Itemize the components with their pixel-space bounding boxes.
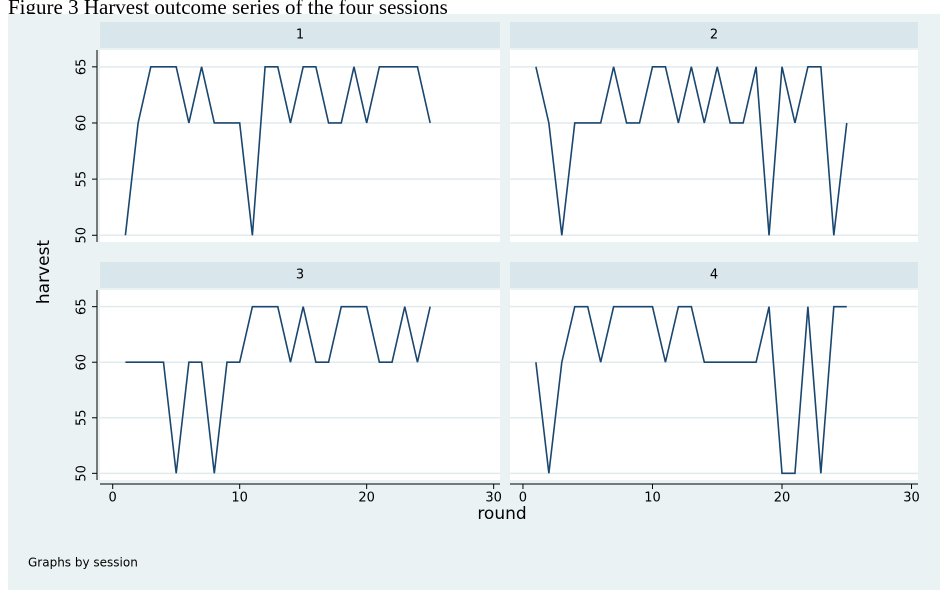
panel-header — [510, 22, 918, 48]
panel-header — [100, 262, 500, 288]
x-tick-label: 0 — [519, 491, 527, 506]
x-tick-label: 30 — [485, 491, 502, 506]
x-tick-label: 20 — [358, 491, 375, 506]
panel-header — [510, 262, 918, 288]
y-tick-label: 60 — [75, 115, 90, 132]
series-line — [535, 66, 848, 236]
y-tick-label: 55 — [75, 410, 90, 427]
series-line — [124, 66, 431, 236]
x-axis-label: round — [477, 504, 526, 524]
panel-title: 1 — [296, 28, 304, 43]
plot-area — [510, 290, 918, 480]
panel-title: 4 — [710, 268, 718, 283]
y-tick-label: 65 — [75, 59, 90, 76]
x-tick-label: 30 — [903, 491, 920, 506]
panel-header — [100, 22, 500, 48]
y-tick-label: 55 — [75, 171, 90, 188]
y-tick-label: 65 — [75, 298, 90, 315]
y-tick-label: 50 — [75, 465, 90, 482]
note: Graphs by session — [28, 556, 138, 570]
series-line — [535, 305, 847, 475]
y-tick-label: 50 — [75, 227, 90, 244]
x-tick-label: 10 — [644, 491, 661, 506]
x-tick-label: 20 — [774, 491, 791, 506]
y-tick-label: 60 — [75, 354, 90, 371]
x-tick-label: 10 — [231, 491, 248, 506]
panel-title: 3 — [296, 268, 304, 283]
panel-title: 2 — [710, 28, 718, 43]
x-tick-label: 0 — [109, 491, 117, 506]
y-axis-label: harvest — [34, 240, 54, 305]
series-line — [125, 305, 431, 474]
